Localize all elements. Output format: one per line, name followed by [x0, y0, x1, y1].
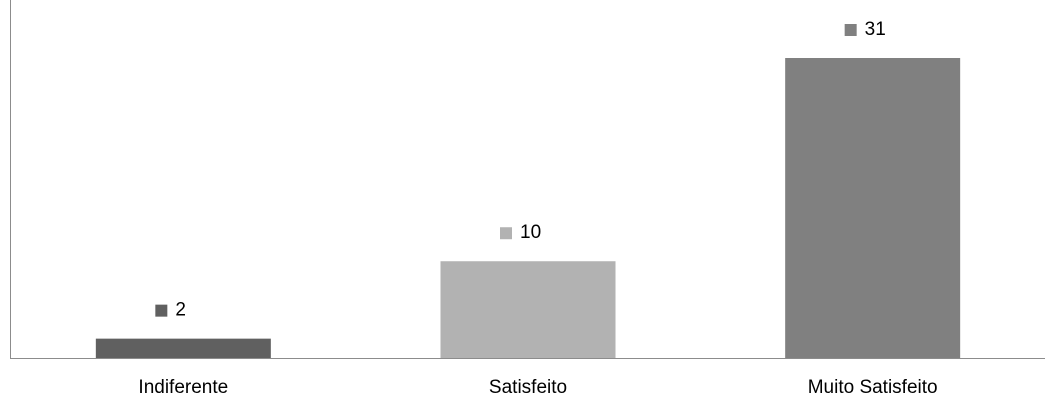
bar-indiferente — [95, 338, 271, 358]
bars-group — [95, 58, 961, 358]
category-labels-group: Indiferente Satisfeito Muito Satisfeito — [138, 377, 937, 398]
value-labels-group: 2 10 31 — [155, 19, 886, 321]
data-label-swatch — [155, 304, 168, 317]
data-label: 2 — [175, 300, 186, 321]
data-label-swatch — [500, 227, 512, 240]
data-label: 10 — [520, 222, 541, 243]
x-tick-label: Indiferente — [138, 377, 228, 398]
data-label: 31 — [865, 19, 886, 40]
x-tick-label: Muito Satisfeito — [808, 377, 938, 398]
data-label-swatch — [844, 24, 857, 36]
x-tick-label: Satisfeito — [489, 377, 567, 398]
bar-muito-satisfeito — [785, 58, 961, 358]
bar-satisfeito — [440, 261, 616, 358]
